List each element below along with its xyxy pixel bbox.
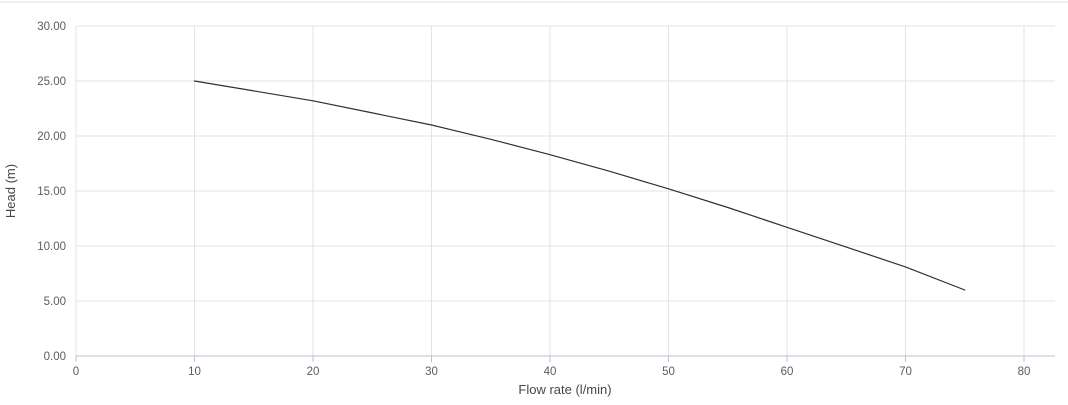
x-tick-label: 20	[307, 366, 320, 378]
y-tick-label: 25.00	[37, 76, 66, 88]
tick-labels: 0.00 5.00 10.00 15.00 20.00 25.00 30.00 0 10 20 30…	[37, 21, 1030, 378]
gridlines	[75, 25, 1055, 356]
y-axis-title: Head (m)	[3, 164, 18, 218]
y-tick-label: 15.00	[37, 186, 66, 198]
x-axis-title: Flow rate (l/min)	[518, 382, 611, 397]
x-tick-label: 80	[1018, 366, 1031, 378]
x-tick-label: 30	[425, 366, 438, 378]
x-tick-label: 70	[899, 366, 912, 378]
y-tick-label: 30.00	[37, 21, 66, 33]
y-tick-label: 20.00	[37, 131, 66, 143]
x-tick-label: 60	[781, 366, 794, 378]
x-tick-label: 50	[662, 366, 675, 378]
y-tick-label: 10.00	[37, 241, 66, 253]
y-tick-label: 0.00	[44, 351, 66, 363]
x-tick-label: 40	[544, 366, 557, 378]
y-tick-label: 5.00	[44, 296, 66, 308]
x-tick-label: 0	[73, 366, 79, 378]
x-tick-label: 10	[188, 366, 201, 378]
axes	[75, 355, 1055, 362]
series-curve	[193, 80, 966, 291]
